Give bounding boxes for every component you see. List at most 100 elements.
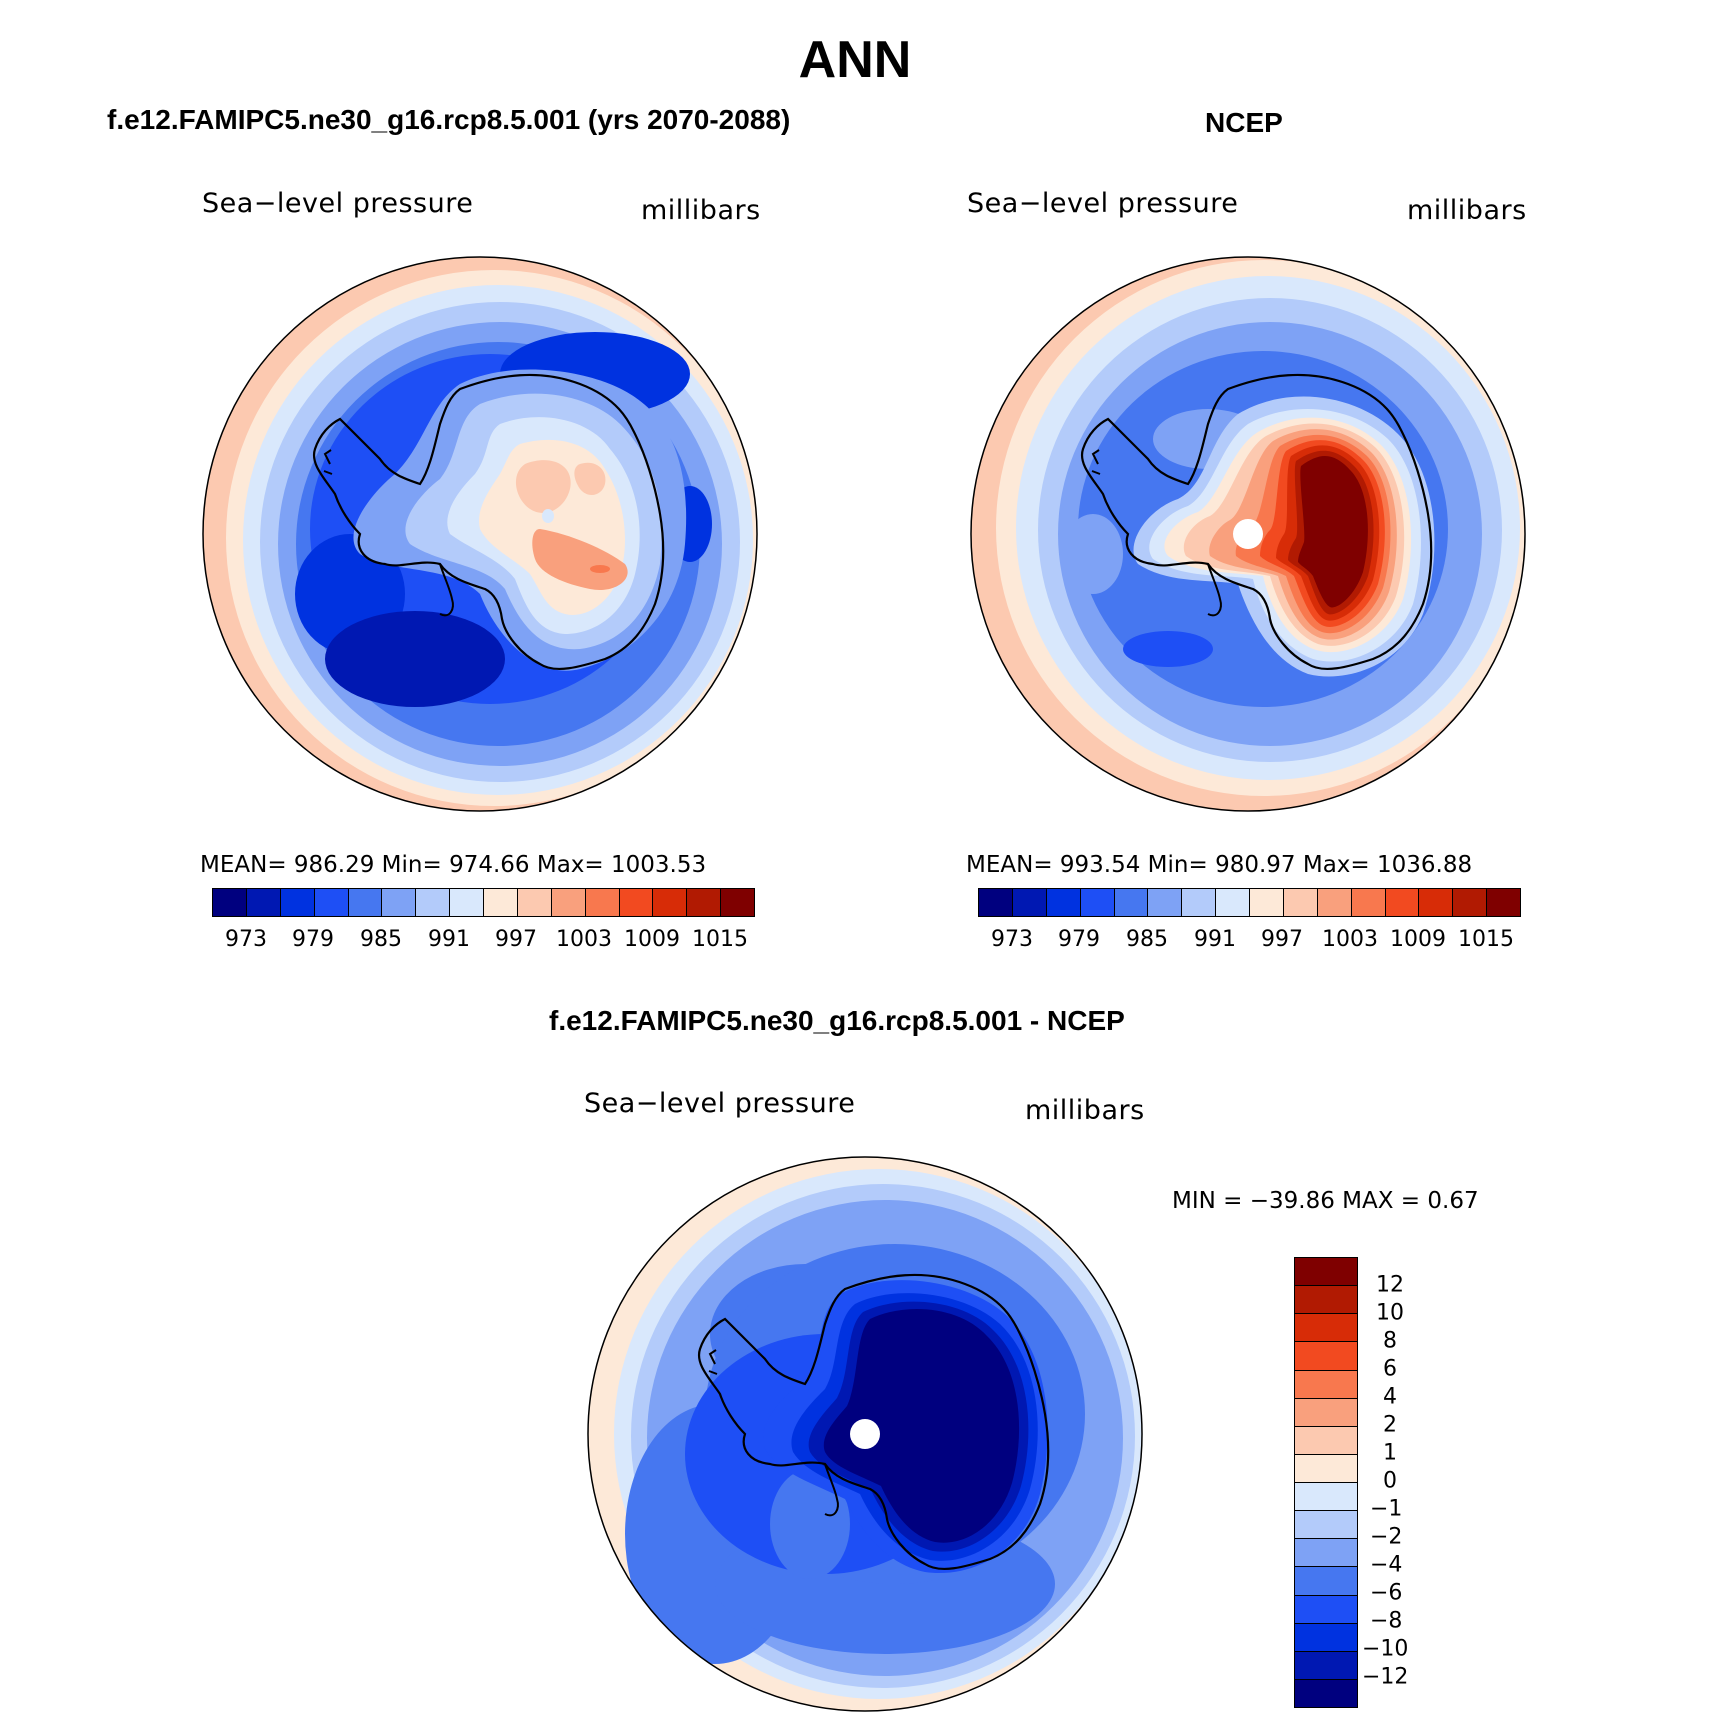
colorbar-swatch [1419,889,1454,916]
diff-colorbar-ticks: 12 10 8 6 4 2 1 0 −1 −2 −4 −6 −8 −10 −12 [1362,1257,1442,1709]
model-units-label: millibars [641,195,761,226]
colorbar-swatch [1295,1595,1357,1624]
obs-colorbar [978,888,1521,917]
model-variable-label: Sea−level pressure [202,188,474,219]
colorbar-tick-label: 4 [1383,1384,1397,1410]
colorbar-swatch [1295,1651,1357,1680]
colorbar-swatch [1148,889,1183,916]
model-colorbar-ticks: 973 979 985 991 997 1003 1009 1015 [212,927,756,955]
colorbar-swatch [551,889,586,916]
colorbar-tick-label: −1 [1370,1496,1403,1522]
colorbar-tick-label: −6 [1370,1580,1403,1606]
colorbar-tick-label: 997 [495,927,537,952]
obs-units-label: millibars [1407,195,1527,226]
colorbar-swatch [280,889,315,916]
colorbar-tick-label: 8 [1383,1328,1397,1354]
colorbar-swatch [1216,889,1250,916]
model-case-title: f.e12.FAMIPC5.ne30_g16.rcp8.5.001 (yrs 2… [107,104,791,135]
colorbar-tick-label: 985 [1126,927,1168,952]
colorbar-swatch [1317,889,1352,916]
colorbar-swatch [1295,1454,1357,1483]
colorbar-swatch [619,889,654,916]
colorbar-swatch [450,889,484,916]
colorbar-swatch [1295,1426,1357,1455]
colorbar-swatch [1295,1567,1357,1596]
colorbar-tick-label: 10 [1376,1300,1404,1326]
colorbar-tick-label: 1015 [1458,927,1514,952]
diff-case-title: f.e12.FAMIPC5.ne30_g16.rcp8.5.001 - NCEP [549,1005,1125,1036]
colorbar-tick-label: 1009 [624,927,680,952]
colorbar-swatch [314,889,349,916]
colorbar-swatch [653,889,688,916]
colorbar-swatch [1453,889,1488,916]
colorbar-tick-label: 12 [1376,1272,1404,1298]
model-slp-polar-map [202,256,758,812]
colorbar-swatch [721,889,754,916]
colorbar-swatch [585,889,620,916]
diff-variable-label: Sea−level pressure [584,1088,856,1119]
colorbar-swatch [1046,889,1081,916]
diff-stats: MIN = −39.86 MAX = 0.67 [1172,1188,1479,1214]
colorbar-swatch [1351,889,1386,916]
colorbar-tick-label: 1015 [692,927,748,952]
colorbar-tick-label: −8 [1370,1608,1403,1634]
colorbar-tick-label: 6 [1383,1356,1397,1382]
colorbar-swatch [213,889,247,916]
colorbar-swatch [1295,1286,1357,1315]
colorbar-swatch [1295,1370,1357,1399]
model-colorbar [212,888,755,917]
colorbar-tick-label: −2 [1370,1524,1403,1550]
colorbar-swatch [1114,889,1149,916]
colorbar-tick-label: 1003 [1322,927,1378,952]
colorbar-tick-label: 1003 [556,927,612,952]
colorbar-swatch [979,889,1013,916]
colorbar-swatch [484,889,518,916]
colorbar-tick-label: 991 [1194,927,1236,952]
colorbar-tick-label: 1 [1383,1440,1397,1466]
colorbar-swatch [416,889,451,916]
colorbar-tick-label: 985 [360,927,402,952]
colorbar-swatch [1295,1342,1357,1371]
colorbar-swatch [1295,1623,1357,1652]
colorbar-tick-label: 979 [292,927,334,952]
colorbar-swatch [1295,1511,1357,1540]
colorbar-swatch [1487,889,1520,916]
colorbar-swatch [1295,1539,1357,1568]
diff-slp-polar-map [587,1156,1143,1712]
colorbar-tick-label: 2 [1383,1412,1397,1438]
obs-case-title: NCEP [1205,107,1283,138]
colorbar-swatch [1295,1314,1357,1343]
colorbar-swatch [348,889,383,916]
colorbar-tick-label: 1009 [1390,927,1446,952]
colorbar-tick-label: 973 [225,927,267,952]
colorbar-tick-label: 979 [1058,927,1100,952]
model-stats: MEAN= 986.29 Min= 974.66 Max= 1003.53 [200,852,707,878]
obs-stats: MEAN= 993.54 Min= 980.97 Max= 1036.88 [966,852,1473,878]
colorbar-tick-label: 973 [991,927,1033,952]
colorbar-swatch [687,889,722,916]
colorbar-swatch [1250,889,1284,916]
colorbar-swatch [246,889,281,916]
colorbar-tick-label: 991 [428,927,470,952]
colorbar-swatch [1182,889,1217,916]
colorbar-swatch [1295,1398,1357,1427]
colorbar-tick-label: −12 [1362,1664,1409,1690]
colorbar-swatch [1295,1679,1357,1707]
colorbar-swatch [382,889,417,916]
colorbar-swatch [517,889,552,916]
obs-slp-polar-map [970,256,1526,812]
colorbar-swatch [1295,1258,1357,1287]
colorbar-swatch [1295,1483,1357,1512]
obs-variable-label: Sea−level pressure [967,188,1239,219]
colorbar-swatch [1080,889,1115,916]
figure-title: ANN [798,31,912,89]
colorbar-swatch [1012,889,1047,916]
colorbar-swatch [1385,889,1420,916]
colorbar-tick-label: −10 [1362,1636,1409,1662]
colorbar-swatch [1283,889,1318,916]
colorbar-tick-label: −4 [1370,1552,1403,1578]
obs-colorbar-ticks: 973 979 985 991 997 1003 1009 1015 [978,927,1522,955]
diff-units-label: millibars [1025,1095,1145,1126]
colorbar-tick-label: 997 [1261,927,1303,952]
colorbar-tick-label: 0 [1383,1468,1397,1494]
